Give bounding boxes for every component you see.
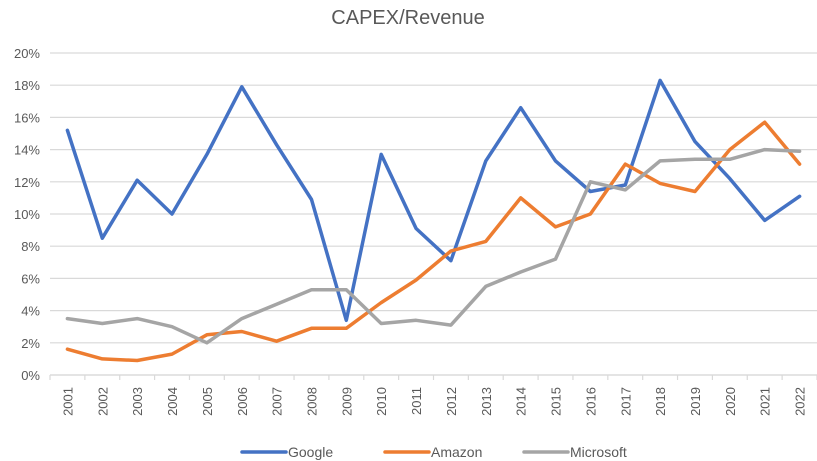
- x-tick-label: 2015: [549, 387, 564, 416]
- x-tick-label: 2010: [374, 387, 389, 416]
- x-tick-label: 2005: [200, 387, 215, 416]
- legend-label-google: Google: [288, 444, 333, 460]
- series-line-microsoft: [65, 147, 802, 345]
- x-tick-label: 2009: [339, 387, 354, 416]
- x-tick-label: 2017: [618, 387, 633, 416]
- x-tick-label: 2012: [444, 387, 459, 416]
- y-tick-label: 20%: [14, 46, 40, 61]
- y-tick-label: 10%: [14, 207, 40, 222]
- x-tick-label: 2001: [60, 387, 75, 416]
- x-tick-label: 2004: [165, 387, 180, 416]
- x-tick-label: 2022: [793, 387, 808, 416]
- y-tick-label: 14%: [14, 143, 40, 158]
- x-tick-label: 2016: [583, 387, 598, 416]
- x-tick-label: 2020: [723, 387, 738, 416]
- y-tick-label: 18%: [14, 78, 40, 93]
- x-tick-label: 2018: [653, 387, 668, 416]
- x-tick-label: 2011: [409, 387, 424, 415]
- y-tick-label: 12%: [14, 175, 40, 190]
- series-line-google: [65, 78, 802, 323]
- y-tick-label: 8%: [21, 239, 40, 254]
- y-tick-label: 2%: [21, 336, 40, 351]
- y-axis-ticks: 0% 2% 4% 6% 8% 10% 12% 14% 16% 18% 20%: [14, 46, 40, 383]
- x-tick-label: 2006: [235, 387, 250, 416]
- series-line-amazon: [65, 120, 802, 363]
- x-tick-label: 2008: [304, 387, 319, 416]
- x-tick-label: 2019: [688, 387, 703, 416]
- y-tick-label: 16%: [14, 110, 40, 125]
- legend-label-microsoft: Microsoft: [570, 444, 627, 460]
- y-tick-label: 0%: [21, 368, 40, 383]
- x-tick-label: 2013: [479, 387, 494, 416]
- chart-title: CAPEX/Revenue: [331, 7, 484, 29]
- y-tick-label: 6%: [21, 271, 40, 286]
- x-tick-label: 2007: [270, 387, 285, 416]
- x-tick-label: 2014: [514, 387, 529, 416]
- x-tick-label: 2021: [758, 387, 773, 416]
- x-tick-label: 2003: [130, 387, 145, 416]
- y-tick-label: 4%: [21, 304, 40, 319]
- legend-label-amazon: Amazon: [431, 444, 482, 460]
- x-tick-label: 2002: [95, 387, 110, 416]
- x-axis: 2001 2002 2003 2004 2005 2006 2007 2008 2009 2010…: [49, 374, 817, 416]
- legend: Google Amazon Microsoft: [240, 444, 627, 460]
- series-lines: [65, 78, 802, 363]
